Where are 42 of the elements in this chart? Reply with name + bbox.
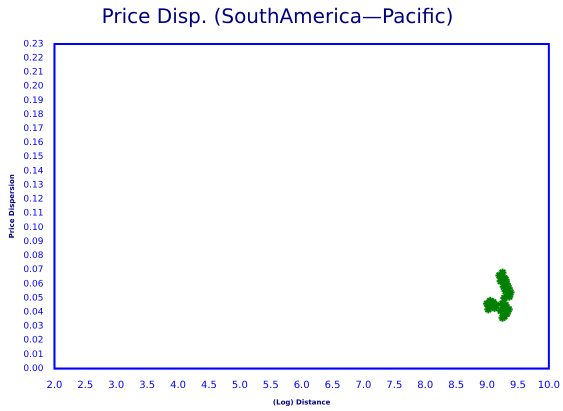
y-tick-label: 0.03 [23, 322, 44, 332]
chart-title: Price Disp. (SouthAmerica—Pacific) [102, 4, 454, 28]
y-tick-label: 0.11 [23, 208, 44, 219]
x-tick-label: 8.0 [417, 380, 434, 392]
x-tick-label: 5.5 [262, 380, 279, 392]
x-tick-label: 4.5 [200, 380, 217, 392]
x-tick-label: 8.5 [448, 380, 464, 392]
y-tick-label: 0.12 [23, 194, 44, 205]
x-tick-label: 2.0 [46, 380, 62, 392]
y-tick-label: 0.23 [23, 39, 44, 50]
y-tick-label: 0.13 [23, 180, 44, 190]
y-tick-label: 0.02 [23, 336, 44, 346]
x-tick-label: 4.0 [170, 380, 186, 392]
y-tick-label: 0.17 [23, 124, 44, 134]
y-tick-label: 0.14 [23, 166, 44, 176]
x-tick-label: 10.0 [538, 380, 560, 392]
x-tick-label: 2.5 [77, 380, 94, 392]
y-tick-label: 0.19 [23, 96, 44, 106]
x-tick-label: 7.0 [356, 380, 372, 392]
y-tick-label: 0.05 [23, 293, 44, 304]
y-tick-label: 0.04 [23, 307, 44, 318]
x-tick-label: 6.0 [294, 380, 310, 392]
x-tick-label: 7.5 [386, 380, 402, 392]
x-tick-label: 3.5 [139, 380, 156, 392]
y-tick-label: 0.08 [23, 251, 44, 262]
x-tick-label: 5.0 [232, 380, 248, 392]
y-tick-label: 0.16 [23, 138, 44, 148]
y-tick-label: 0.09 [23, 236, 44, 247]
y-tick-label: 0.21 [23, 68, 44, 78]
y-tick-label: 0.00 [23, 364, 44, 374]
x-tick-label: 6.5 [324, 380, 341, 392]
y-tick-label: 0.15 [23, 152, 44, 162]
x-tick-label: 9.5 [510, 380, 526, 392]
y-tick-label: 0.06 [23, 279, 44, 290]
y-tick-label: 0.01 [23, 350, 44, 360]
y-tick-label: 0.18 [23, 110, 44, 120]
y-tick-label: 0.20 [23, 82, 44, 92]
y-tick-label: 0.10 [23, 222, 44, 233]
y-tick-label: 0.22 [23, 53, 44, 64]
y-tick-label: 0.07 [23, 265, 44, 276]
x-tick-label: 9.0 [479, 380, 496, 392]
x-tick-label: 3.0 [108, 380, 124, 392]
